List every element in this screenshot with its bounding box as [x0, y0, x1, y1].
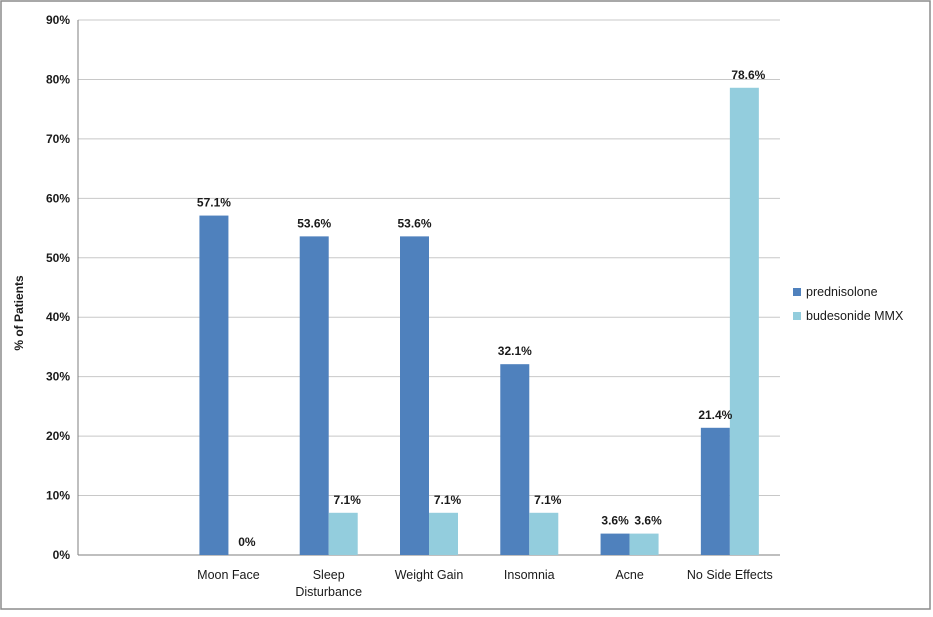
bars: [199, 87, 759, 556]
legend-label: budesonide MMX: [806, 309, 904, 323]
category-label: Sleep: [313, 568, 345, 582]
bar-prednisolone: [600, 533, 630, 555]
bar-budesonide-mmx: [328, 512, 358, 555]
category-label: Insomnia: [504, 568, 555, 582]
data-labels: 57.1% 0% 53.6% 7.1% 53.6% 7.1% 32.1% 7.1% 3.6% 3.…: [197, 68, 766, 549]
y-tick-label: 10%: [46, 489, 70, 503]
category-label: Weight Gain: [395, 568, 464, 582]
category-label: Acne: [615, 568, 644, 582]
data-label: 78.6%: [731, 68, 765, 82]
x-axis-categories: Moon Face Sleep Disturbance Weight Gain Inso…: [197, 568, 773, 599]
data-label: 53.6%: [397, 216, 431, 230]
legend-label: prednisolone: [806, 285, 878, 299]
y-tick-label: 90%: [46, 13, 70, 27]
data-label: 7.1%: [534, 493, 562, 507]
legend: prednisolone budesonide MMX: [793, 285, 904, 323]
y-tick-label: 60%: [46, 191, 70, 205]
data-label: 0%: [238, 535, 256, 549]
data-label: 7.1%: [434, 493, 462, 507]
y-tick-label: 20%: [46, 429, 70, 443]
data-label: 32.1%: [498, 344, 532, 358]
y-tick-label: 40%: [46, 310, 70, 324]
data-label: 3.6%: [601, 514, 629, 528]
y-tick-label: 70%: [46, 132, 70, 146]
y-tick-label: 80%: [46, 72, 70, 86]
legend-swatch: [793, 288, 801, 296]
data-label: 57.1%: [197, 196, 231, 210]
data-label: 53.6%: [297, 216, 331, 230]
bar-prednisolone: [700, 427, 730, 555]
bar-prednisolone: [500, 364, 530, 555]
category-label: Disturbance: [295, 585, 362, 599]
data-label: 7.1%: [334, 493, 362, 507]
bar-prednisolone: [400, 236, 429, 555]
bar-budesonide-mmx: [729, 87, 759, 556]
data-label: 21.4%: [698, 408, 732, 422]
y-axis-ticks: 0% 10% 20% 30% 40% 50% 60% 70% 80% 90%: [46, 13, 70, 562]
data-label: 3.6%: [634, 514, 662, 528]
bar-budesonide-mmx: [529, 512, 559, 555]
bar-prednisolone: [199, 215, 229, 556]
y-tick-label: 30%: [46, 370, 70, 384]
bar-prednisolone: [299, 236, 329, 555]
y-tick-label: 0%: [53, 548, 71, 562]
bar-budesonide-mmx: [629, 533, 659, 555]
y-tick-label: 50%: [46, 251, 70, 265]
category-label: No Side Effects: [687, 568, 773, 582]
y-axis-title: % of Patients: [12, 275, 26, 351]
category-label: Moon Face: [197, 568, 260, 582]
legend-swatch: [793, 312, 801, 320]
bar-budesonide-mmx: [429, 512, 458, 555]
